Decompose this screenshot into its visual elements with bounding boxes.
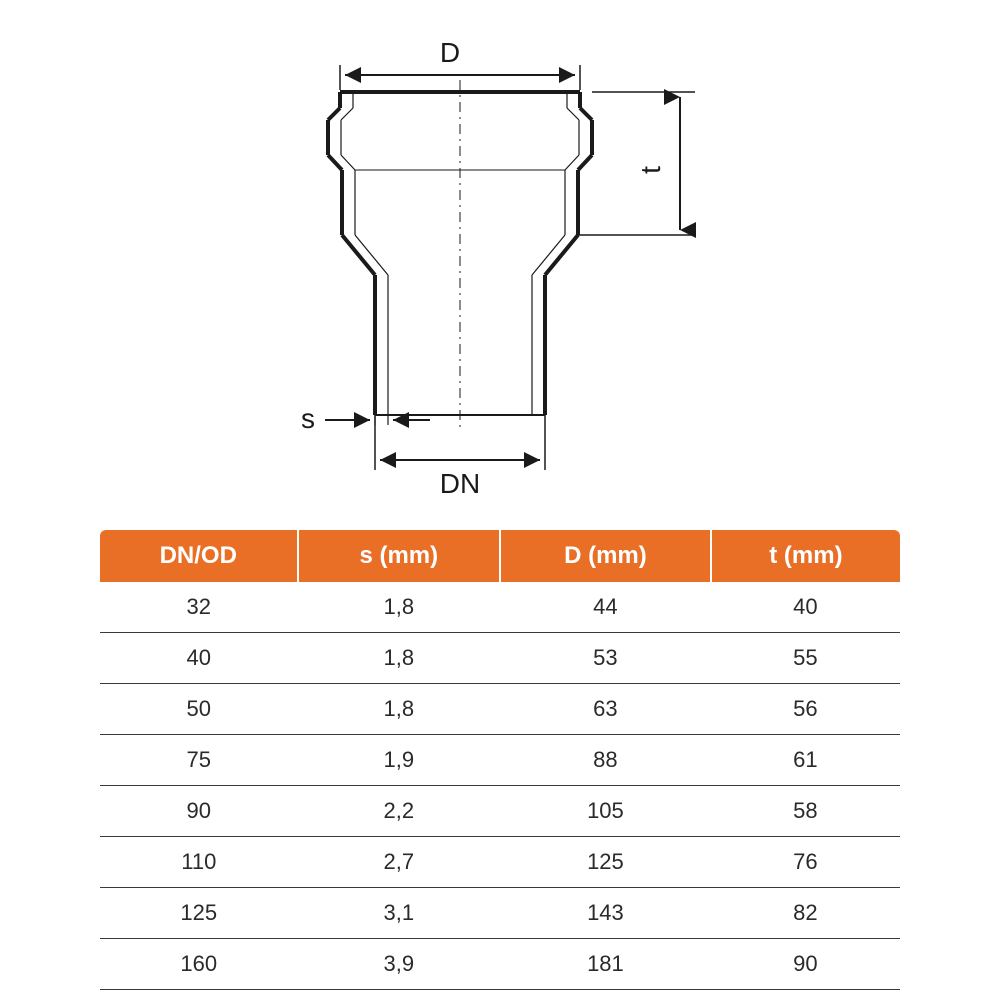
table-cell: 1,8 — [298, 582, 500, 633]
table-cell: 61 — [711, 735, 900, 786]
table-cell: 3,1 — [298, 888, 500, 939]
table-cell: 125 — [100, 888, 298, 939]
table-row: 902,210558 — [100, 786, 900, 837]
dimensions-table: DN/OD s (mm) D (mm) t (mm) 321,84440401,… — [100, 530, 900, 990]
table-cell: 82 — [711, 888, 900, 939]
table-cell: 56 — [711, 684, 900, 735]
col-dn-od: DN/OD — [100, 530, 298, 582]
table-row: 1603,918190 — [100, 939, 900, 990]
table-cell: 1,8 — [298, 633, 500, 684]
table-cell: 2,7 — [298, 837, 500, 888]
label-d: D — [440, 37, 460, 68]
table-row: 751,98861 — [100, 735, 900, 786]
table-cell: 110 — [100, 837, 298, 888]
table-cell: 90 — [711, 939, 900, 990]
label-t: t — [635, 166, 666, 174]
pipe-svg: D — [150, 20, 850, 500]
table-row: 501,86356 — [100, 684, 900, 735]
table-cell: 53 — [500, 633, 711, 684]
table-cell: 40 — [711, 582, 900, 633]
pipe-diagram: D — [150, 20, 850, 500]
dimensions-table-wrapper: DN/OD s (mm) D (mm) t (mm) 321,84440401,… — [100, 530, 900, 990]
table-cell: 40 — [100, 633, 298, 684]
col-d: D (mm) — [500, 530, 711, 582]
table-row: 401,85355 — [100, 633, 900, 684]
table-cell: 105 — [500, 786, 711, 837]
table-cell: 63 — [500, 684, 711, 735]
col-t: t (mm) — [711, 530, 900, 582]
table-cell: 1,8 — [298, 684, 500, 735]
table-cell: 143 — [500, 888, 711, 939]
table-cell: 160 — [100, 939, 298, 990]
table-cell: 125 — [500, 837, 711, 888]
table-row: 321,84440 — [100, 582, 900, 633]
table-row: 1253,114382 — [100, 888, 900, 939]
table-cell: 55 — [711, 633, 900, 684]
table-cell: 181 — [500, 939, 711, 990]
table-cell: 58 — [711, 786, 900, 837]
label-s: s — [301, 403, 315, 434]
table-cell: 50 — [100, 684, 298, 735]
table-cell: 75 — [100, 735, 298, 786]
label-dn: DN — [440, 468, 480, 499]
table-cell: 3,9 — [298, 939, 500, 990]
table-cell: 90 — [100, 786, 298, 837]
col-s: s (mm) — [298, 530, 500, 582]
table-cell: 76 — [711, 837, 900, 888]
table-cell: 88 — [500, 735, 711, 786]
table-cell: 44 — [500, 582, 711, 633]
table-row: 1102,712576 — [100, 837, 900, 888]
table-header-row: DN/OD s (mm) D (mm) t (mm) — [100, 530, 900, 582]
table-cell: 32 — [100, 582, 298, 633]
table-cell: 2,2 — [298, 786, 500, 837]
table-cell: 1,9 — [298, 735, 500, 786]
